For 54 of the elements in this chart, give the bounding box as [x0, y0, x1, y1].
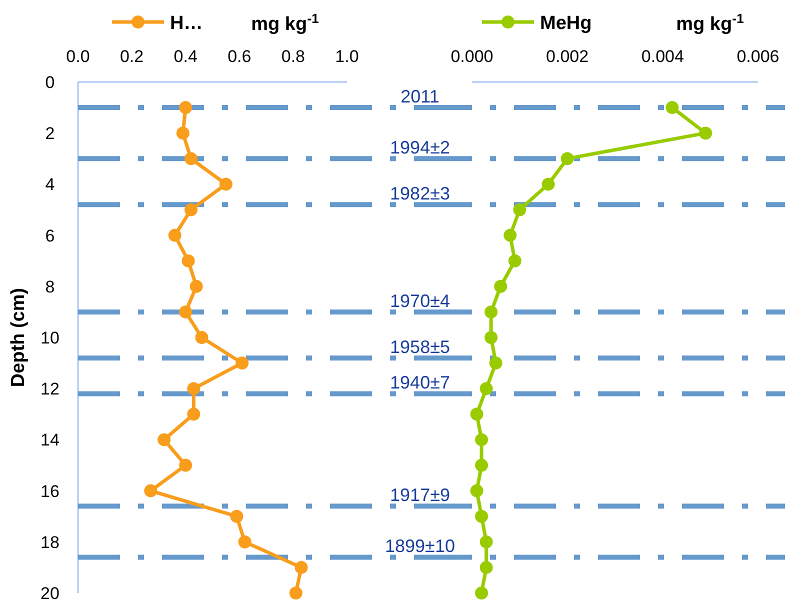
point [699, 126, 712, 140]
x-tick-label: 0.8 [281, 47, 306, 66]
x-tick-label: 0.2 [120, 47, 144, 66]
point [475, 433, 488, 446]
y-tick-label: 16 [40, 482, 60, 501]
annotation: 1994±2 [390, 138, 450, 158]
point [508, 254, 522, 268]
y-tick-label: 14 [40, 430, 60, 450]
x-tick-label: 0.000 [450, 47, 494, 66]
x-tick-label: 0.4 [174, 47, 198, 66]
x-tick-label: 0.6 [228, 47, 252, 66]
point [480, 560, 493, 574]
y-tick-label: 2 [45, 124, 55, 144]
point [475, 586, 488, 600]
y-tick-label: 0 [45, 73, 55, 92]
point [484, 305, 498, 318]
x-tick-label: 0.002 [546, 47, 589, 66]
point [475, 510, 488, 523]
point [480, 382, 493, 396]
y-tick-label: 12 [40, 380, 60, 399]
y-tick-label: 10 [40, 328, 60, 348]
point [504, 228, 517, 242]
annotation: 1982±3 [390, 184, 450, 204]
point [475, 458, 488, 472]
y-tick-label: 6 [45, 226, 55, 246]
annotation: 1917±9 [390, 485, 450, 506]
x-tick-label: 1.0 [335, 47, 359, 66]
y-axis-title: Depth (cm) [8, 288, 29, 388]
y-tick-label: 4 [45, 175, 55, 194]
point [470, 484, 484, 498]
point [470, 408, 484, 421]
y-tick-label: 18 [40, 532, 60, 552]
x-tick-label: 0.004 [641, 47, 684, 66]
point [513, 203, 526, 216]
x-axis-title: mg kg$^{-1}$ [251, 10, 320, 35]
point [494, 280, 508, 293]
annotation: 1958±5 [390, 336, 450, 357]
point [666, 101, 679, 114]
point [489, 356, 502, 370]
point [560, 152, 574, 166]
legend-label: H… [170, 13, 203, 34]
x-axis-title: mg kg$^{-1}$ [676, 10, 744, 35]
point [484, 331, 498, 344]
point [542, 178, 555, 191]
point [480, 535, 493, 548]
annotation: 1940±7 [390, 372, 450, 393]
y-tick-label: 8 [45, 277, 55, 296]
x-tick-label: 0.0 [66, 47, 90, 66]
annotation: 2011 [400, 86, 440, 107]
y-tick-label: 20 [40, 584, 60, 603]
legend-label: MeHg [540, 13, 592, 34]
annotation: 1899±10 [385, 536, 455, 556]
annotation: 1970±4 [390, 290, 450, 311]
x-tick-label: 0.006 [736, 47, 780, 66]
